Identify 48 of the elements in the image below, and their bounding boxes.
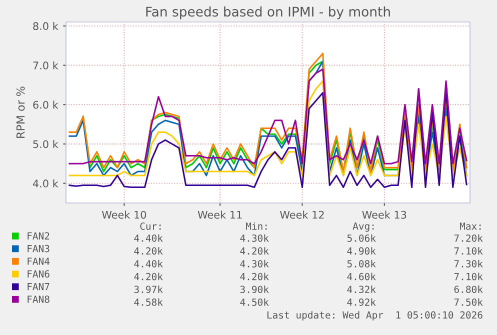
text: 3.90k bbox=[240, 286, 269, 294]
text: 4.20k bbox=[134, 247, 163, 255]
text: 4.30k bbox=[240, 234, 269, 242]
text: 4.58k bbox=[134, 298, 163, 306]
text: 7.50k bbox=[454, 298, 483, 306]
text: 5.08k bbox=[347, 260, 376, 268]
x-tick-label: Week 11 bbox=[198, 210, 242, 219]
text: 5.06k bbox=[347, 234, 376, 242]
text: Min: bbox=[246, 222, 267, 230]
text: Cur: bbox=[140, 222, 161, 230]
y-tick-label: 5.0 k bbox=[33, 140, 58, 148]
legend-label: FAN2 bbox=[28, 232, 50, 240]
text: Avg: bbox=[352, 222, 374, 232]
text: 7.30k bbox=[454, 260, 483, 268]
legend-label: FAN6 bbox=[28, 270, 50, 278]
legend-label: FAN7 bbox=[28, 283, 50, 290]
text: 4.40k bbox=[134, 234, 163, 242]
text: 4.20k bbox=[240, 247, 269, 255]
y-tick-label: 8.0 k bbox=[33, 22, 58, 30]
text: 4.90k bbox=[347, 247, 376, 255]
text: 4.60k bbox=[347, 272, 376, 280]
line-series bbox=[68, 80, 468, 176]
x-tick-label: Week 13 bbox=[362, 210, 406, 219]
text: Last update: Wed Apr 1 05:00:10 2026 bbox=[267, 311, 482, 321]
text: 4.20k bbox=[134, 272, 163, 280]
y-tick-label: 7.0 k bbox=[33, 61, 58, 70]
x-tick-label: Week 12 bbox=[280, 210, 324, 219]
text: 4.30k bbox=[240, 260, 269, 268]
text: 7.10k bbox=[454, 272, 483, 280]
legend-label: FAN8 bbox=[28, 296, 50, 303]
text: 6.80k bbox=[454, 286, 483, 294]
y-tick-label: 6.0 k bbox=[33, 100, 58, 109]
text: 4.20k bbox=[240, 272, 269, 280]
line-series bbox=[68, 68, 468, 164]
text: 4.32k bbox=[347, 286, 376, 294]
text: 4.50k bbox=[240, 298, 269, 306]
text: 3.97k bbox=[134, 286, 163, 294]
legend-label: FAN3 bbox=[28, 244, 50, 252]
text: 7.10k bbox=[454, 247, 483, 255]
y-axis-title: RPM or % bbox=[16, 86, 25, 138]
text: 4.92k bbox=[347, 298, 376, 306]
legend-label: FAN4 bbox=[28, 258, 50, 265]
y-tick-label: 4.0 k bbox=[32, 179, 58, 188]
text: 7.20k bbox=[454, 234, 483, 242]
text: 4.40k bbox=[134, 260, 163, 268]
x-tick-label: Week 10 bbox=[102, 210, 146, 219]
text: Max: bbox=[460, 222, 481, 230]
chart-title: Fan speeds based on IPMI - by month bbox=[146, 6, 390, 20]
